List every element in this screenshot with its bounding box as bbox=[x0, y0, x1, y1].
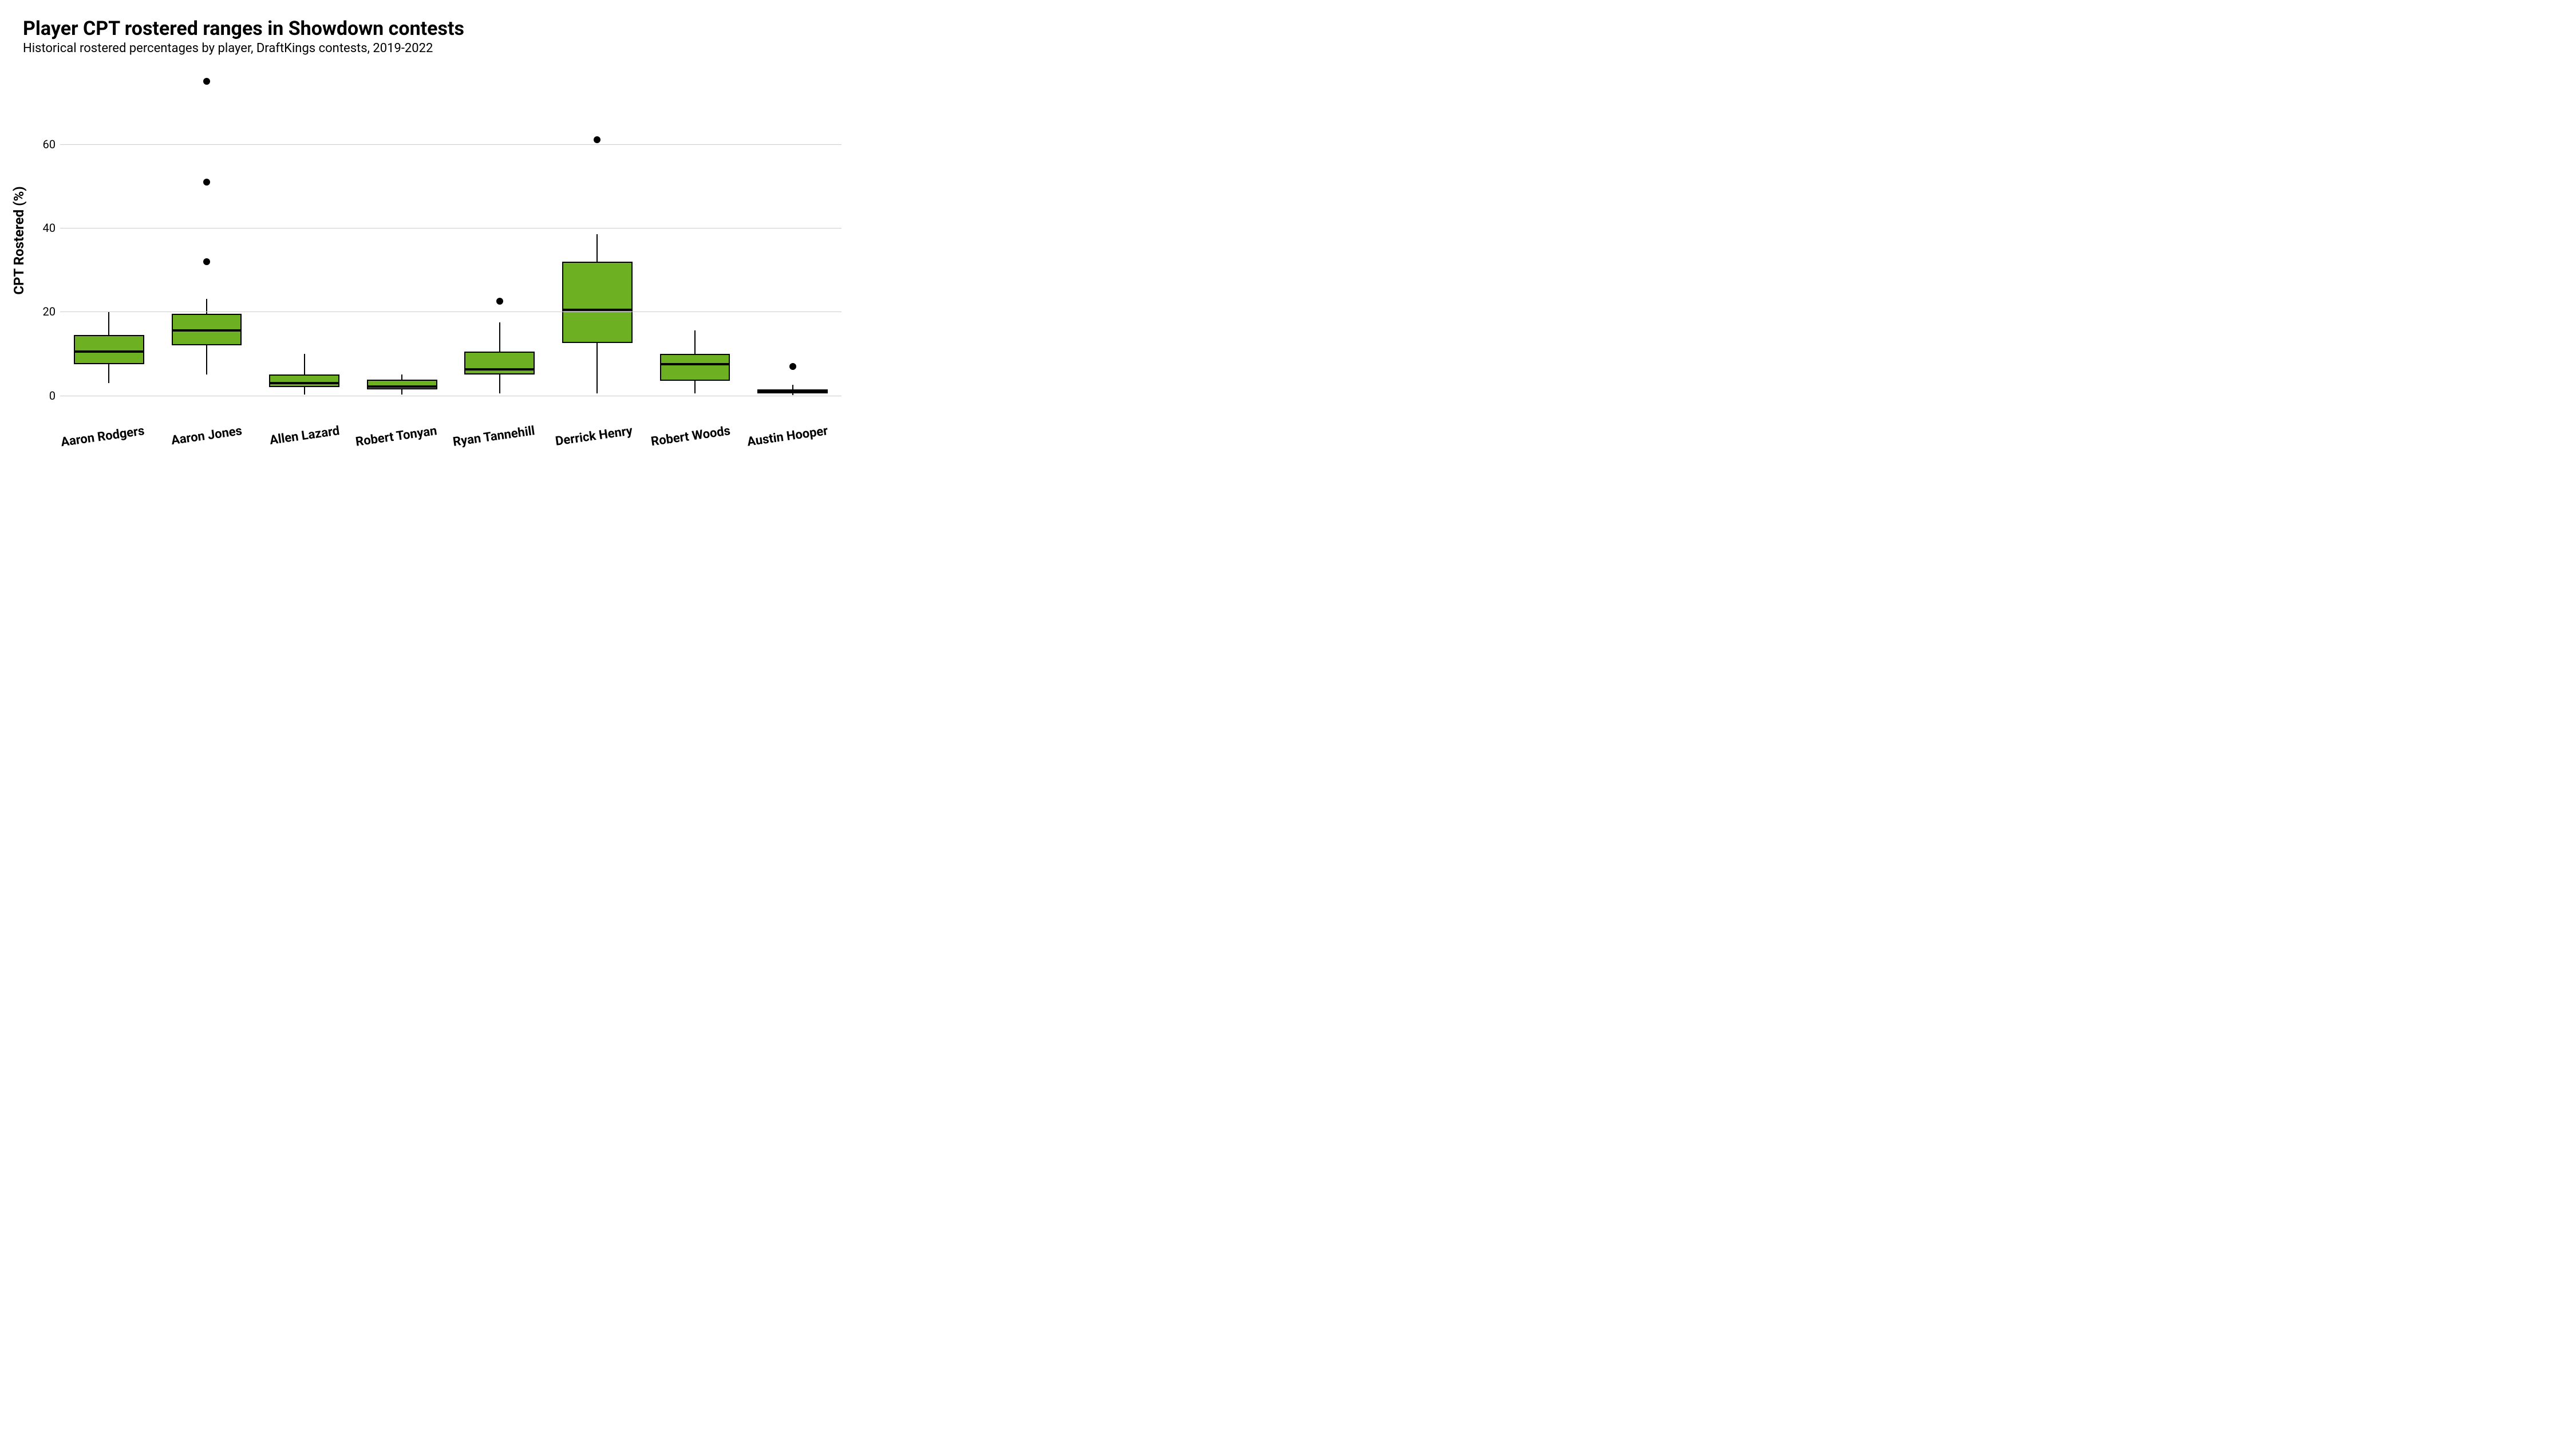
outlier-point bbox=[594, 136, 600, 143]
median-line bbox=[74, 350, 144, 353]
x-tick-label: Ryan Tannehill bbox=[452, 424, 536, 450]
chart-container: Player CPT rostered ranges in Showdown c… bbox=[0, 0, 859, 481]
x-axis-labels: Aaron Rodgers Aaron Jones Allen Lazard Robe… bbox=[60, 418, 841, 464]
median-line bbox=[172, 329, 242, 332]
y-axis-label: CPT Rostered (%) bbox=[11, 186, 27, 294]
box-group bbox=[757, 69, 828, 412]
box-group bbox=[367, 69, 437, 412]
x-tick-label: Robert Woods bbox=[650, 424, 731, 449]
outlier-point bbox=[203, 179, 210, 186]
box-group bbox=[660, 69, 730, 412]
median-line bbox=[464, 368, 535, 370]
median-line bbox=[269, 382, 339, 384]
median-line bbox=[660, 363, 730, 365]
outlier-point bbox=[496, 298, 503, 305]
box-rect bbox=[660, 354, 730, 381]
box-rect bbox=[464, 352, 535, 374]
y-tick-label: 60 bbox=[43, 137, 60, 151]
x-tick-label: Allen Lazard bbox=[268, 424, 340, 448]
box-rect bbox=[74, 335, 144, 364]
box-group bbox=[74, 69, 144, 412]
box-rect bbox=[562, 262, 633, 344]
y-tick-label: 20 bbox=[43, 305, 60, 318]
box-group bbox=[172, 69, 242, 412]
boxes-layer bbox=[60, 69, 841, 412]
outlier-point bbox=[203, 78, 210, 85]
y-tick-label: 40 bbox=[43, 221, 60, 235]
box-rect bbox=[367, 380, 437, 389]
box-rect bbox=[269, 374, 339, 387]
x-tick-label: Aaron Jones bbox=[170, 424, 243, 448]
outlier-point bbox=[789, 363, 796, 370]
x-tick-label: Derrick Henry bbox=[555, 424, 634, 449]
x-tick-label: Robert Tonyan bbox=[355, 424, 438, 450]
plot-area: 0204060 bbox=[60, 69, 841, 412]
chart-title: Player CPT rostered ranges in Showdown c… bbox=[23, 17, 841, 40]
y-tick-label: 0 bbox=[49, 389, 60, 403]
median-line bbox=[757, 390, 828, 392]
box-group bbox=[269, 69, 339, 412]
x-tick-label: Aaron Rodgers bbox=[60, 424, 145, 450]
median-line bbox=[367, 385, 437, 388]
y-axis-label-wrap: CPT Rostered (%) bbox=[10, 69, 27, 412]
box-group bbox=[562, 69, 633, 412]
outlier-point bbox=[203, 258, 210, 265]
chart-subtitle: Historical rostered percentages by playe… bbox=[23, 41, 841, 56]
median-line bbox=[562, 309, 633, 311]
x-tick-label: Austin Hooper bbox=[746, 424, 829, 450]
box-group bbox=[464, 69, 535, 412]
